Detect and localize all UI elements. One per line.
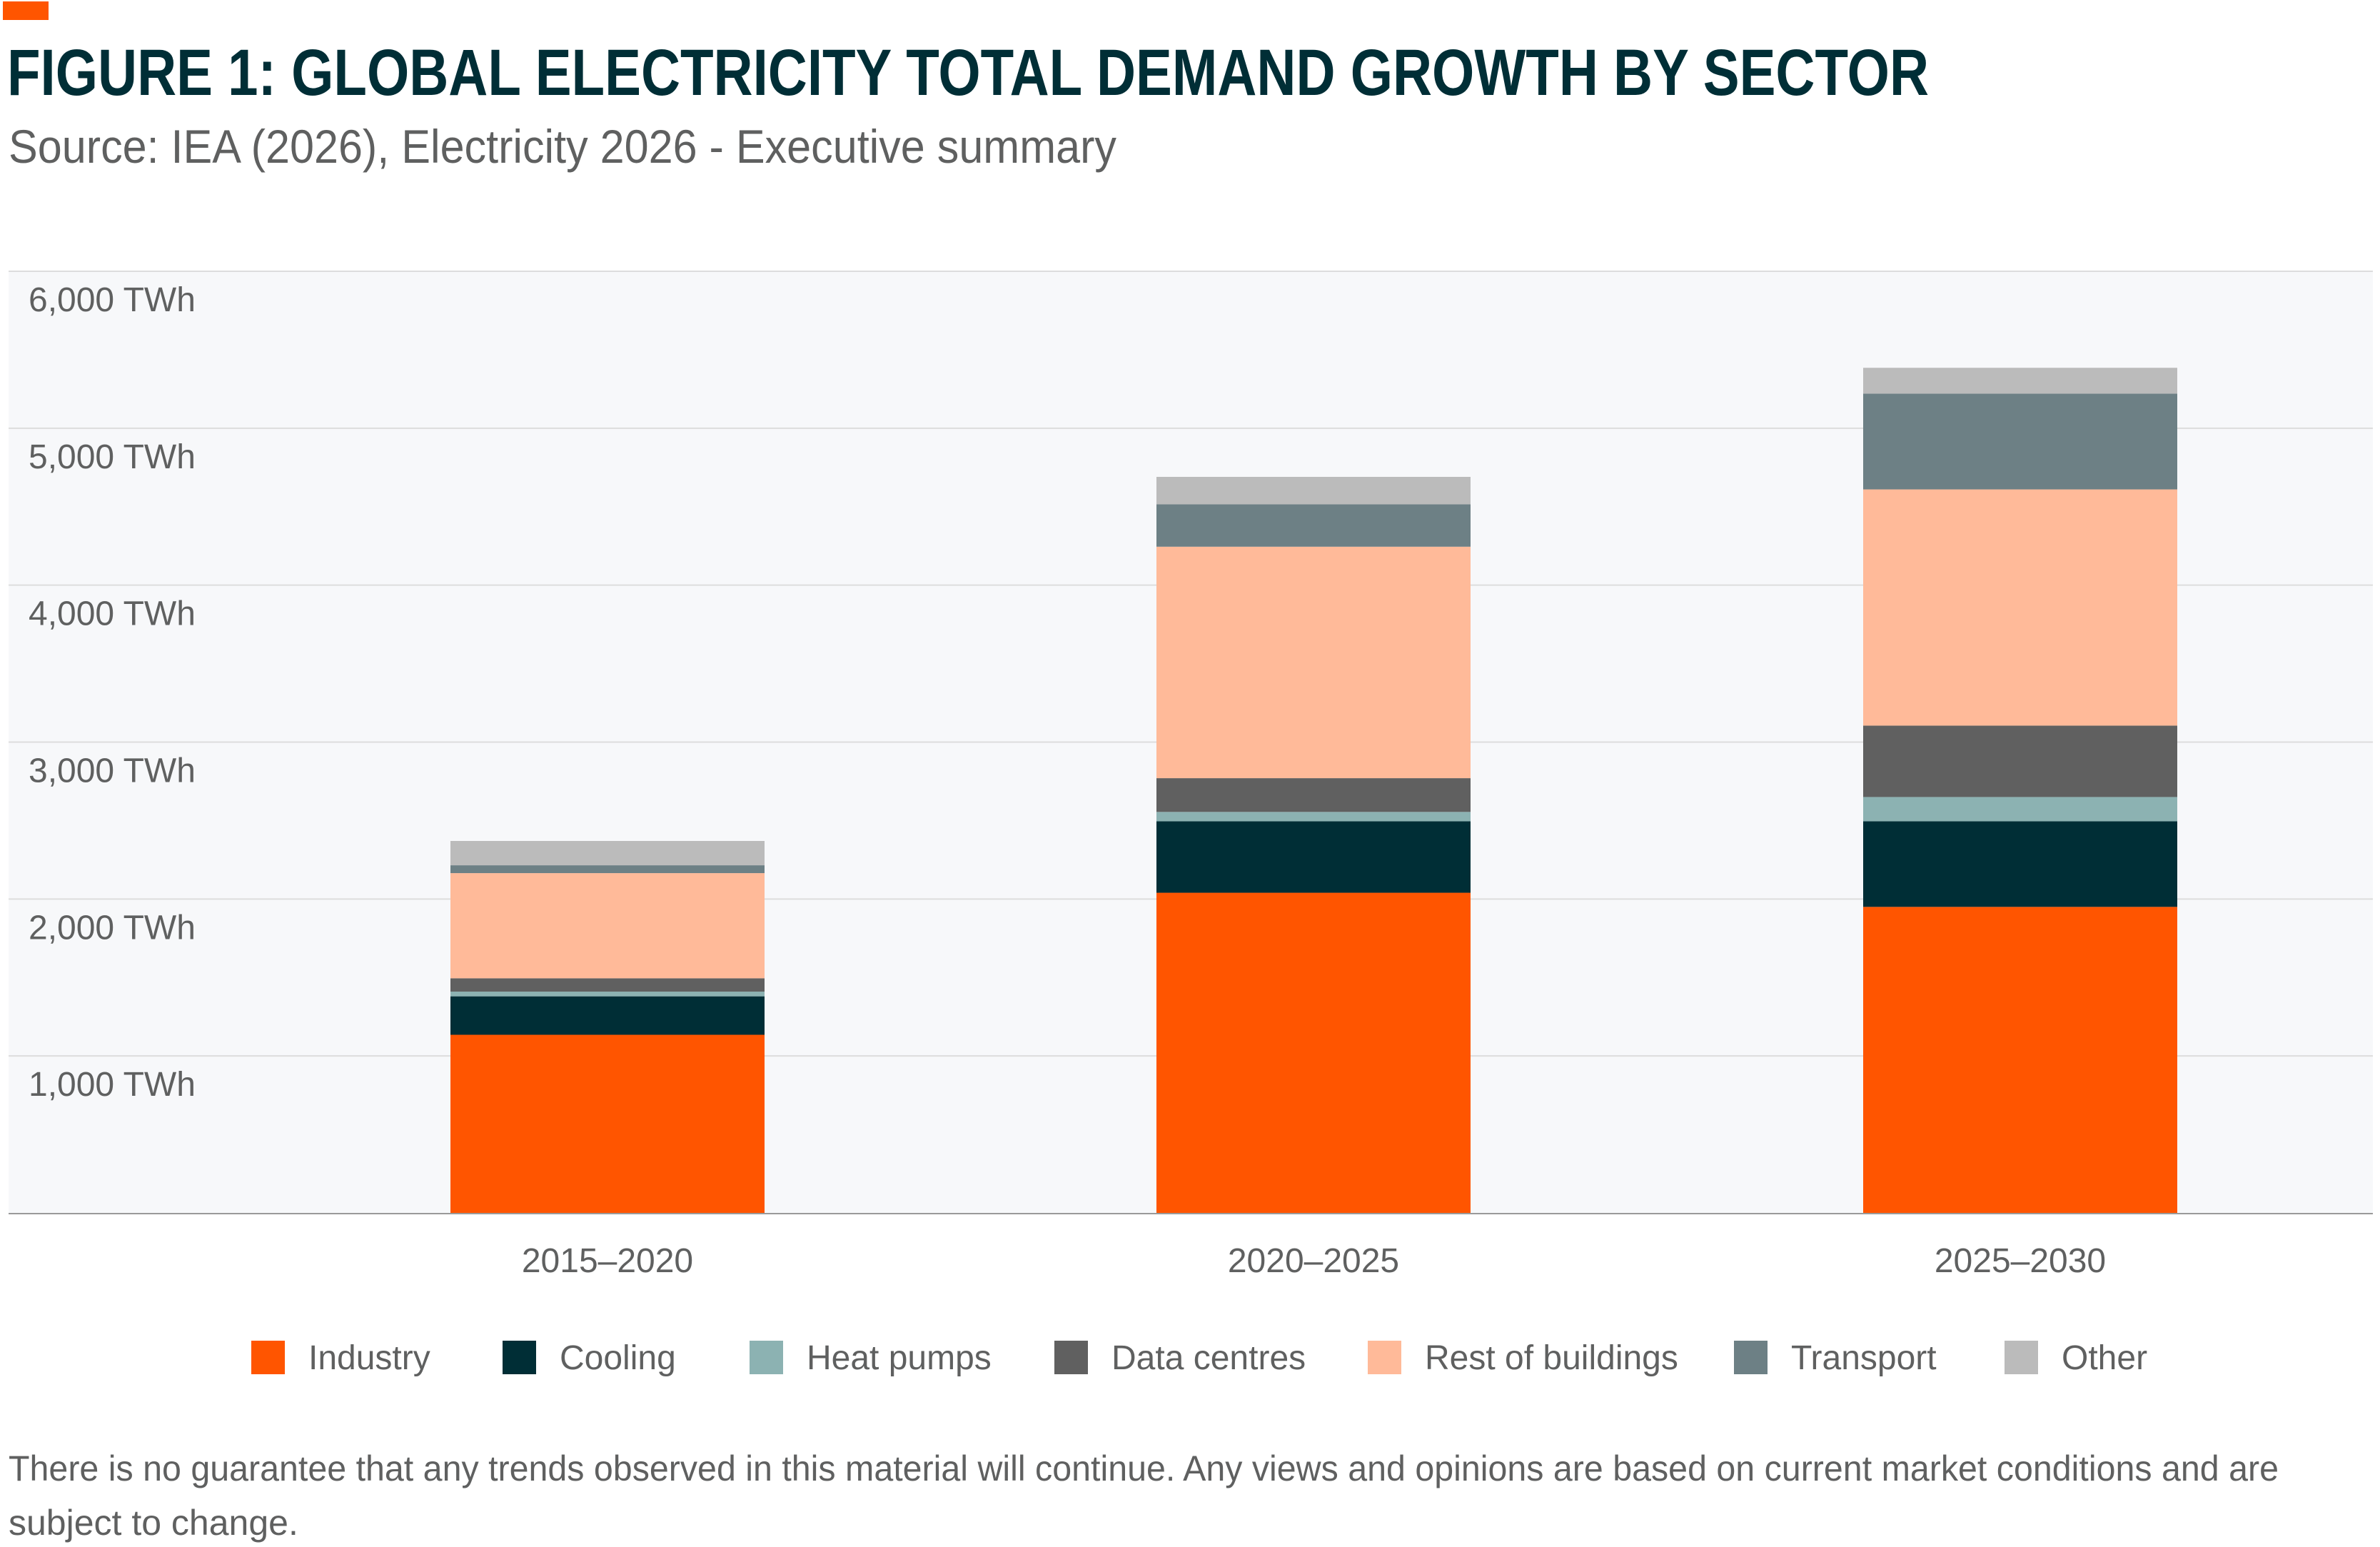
legend-item: Other <box>2005 1339 2147 1377</box>
y-tick-label: 3,000 TWh <box>29 752 196 790</box>
bar-stack <box>1156 476 1471 1213</box>
legend-label: Industry <box>308 1339 430 1377</box>
bar-segment-transport <box>1863 393 2177 490</box>
bar-segment-rest-of-buildings <box>1156 546 1471 779</box>
bar-segment-cooling <box>1863 821 2177 907</box>
legend-label: Cooling <box>560 1339 676 1377</box>
legend-item: Heat pumps <box>750 1339 992 1377</box>
bar-segment-industry <box>1863 907 2177 1213</box>
legend-label: Heat pumps <box>807 1339 992 1377</box>
footnote-line-2: subject to change. <box>9 1503 298 1543</box>
x-tick-label: 2025–2030 <box>1935 1242 2106 1280</box>
bar-segment-heat-pumps <box>450 992 765 997</box>
bar-segment-transport <box>1156 504 1471 547</box>
chart-title: FIGURE 1: GLOBAL ELECTRICITY TOTAL DEMAN… <box>7 36 1929 109</box>
legend-item: Rest of buildings <box>1368 1339 1678 1377</box>
y-tick-label: 6,000 TWh <box>29 281 196 319</box>
legend-label: Data centres <box>1111 1339 1306 1377</box>
bar-segment-data-centres <box>1156 778 1471 812</box>
footnote-line-1: There is no guarantee that any trends ob… <box>9 1448 2279 1488</box>
bar-segment-rest-of-buildings <box>1863 489 2177 726</box>
legend-item: Cooling <box>503 1339 676 1377</box>
legend-swatch <box>1368 1341 1401 1374</box>
bar-segment-industry <box>1156 892 1471 1213</box>
bar-segment-data-centres <box>1863 725 2177 797</box>
bar-segment-rest-of-buildings <box>450 873 765 979</box>
bar-segment-industry <box>450 1034 765 1213</box>
legend-swatch <box>750 1341 783 1374</box>
bar-segment-other <box>1156 476 1471 505</box>
bar-stack <box>450 840 765 1213</box>
legend-swatch <box>2005 1341 2038 1374</box>
legend-label: Other <box>2062 1339 2147 1377</box>
legend-swatch <box>503 1341 536 1374</box>
y-tick-label: 4,000 TWh <box>29 595 196 633</box>
bar-segment-heat-pumps <box>1156 812 1471 822</box>
y-tick-label: 5,000 TWh <box>29 438 196 476</box>
y-tick-label: 1,000 TWh <box>29 1066 196 1104</box>
y-tick-label: 2,000 TWh <box>29 909 196 947</box>
legend-item: Data centres <box>1054 1339 1306 1377</box>
legend-item: Transport <box>1734 1339 1937 1377</box>
bar-stack <box>1863 368 2177 1213</box>
bar-segment-cooling <box>450 996 765 1035</box>
bar-segment-heat-pumps <box>1863 797 2177 822</box>
legend-swatch <box>251 1341 285 1374</box>
legend-label: Transport <box>1791 1339 1937 1377</box>
bar-segment-data-centres <box>450 978 765 992</box>
bar-segment-other <box>1863 368 2177 394</box>
legend-swatch <box>1734 1341 1768 1374</box>
bar-segment-other <box>450 840 765 866</box>
legend-item: Industry <box>251 1339 430 1377</box>
legend-swatch <box>1054 1341 1088 1374</box>
x-tick-label: 2015–2020 <box>522 1242 693 1280</box>
bar-segment-transport <box>450 865 765 874</box>
chart-subtitle: Source: IEA (2026), Electricity 2026 - E… <box>9 120 1116 173</box>
x-tick-label: 2020–2025 <box>1228 1242 1399 1280</box>
bar-segment-cooling <box>1156 821 1471 893</box>
legend-label: Rest of buildings <box>1425 1339 1678 1377</box>
accent-bar <box>3 1 49 20</box>
